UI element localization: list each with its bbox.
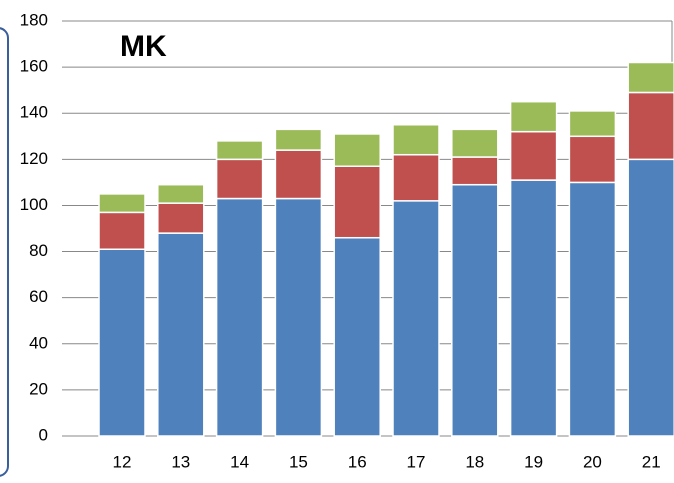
x-tick-label: 20 xyxy=(583,452,602,471)
bar-segment xyxy=(627,61,674,94)
bar-segment xyxy=(215,140,264,161)
bar-segment xyxy=(274,149,323,200)
bar-segment xyxy=(392,153,440,202)
y-tick-label: 160 xyxy=(20,57,48,76)
bar-segment xyxy=(451,156,499,186)
bar-segment xyxy=(98,211,146,251)
bar-segment xyxy=(392,124,440,156)
x-tick-label: 17 xyxy=(407,452,426,471)
bar-segment xyxy=(451,183,499,437)
bar-segment xyxy=(451,128,499,158)
x-tick-label: 21 xyxy=(642,452,661,471)
x-tick-label: 13 xyxy=(171,452,190,471)
bar-segment xyxy=(333,133,381,168)
y-tick-label: 20 xyxy=(29,379,48,398)
y-tick-label: 140 xyxy=(20,103,48,122)
bar-segment xyxy=(509,130,558,181)
x-tick-label: 16 xyxy=(348,452,367,471)
bar-segment xyxy=(215,197,264,437)
x-tick-label: 14 xyxy=(230,452,249,471)
bar-segment xyxy=(627,158,674,437)
bar-segment xyxy=(392,200,440,437)
chart-title: MK xyxy=(120,30,167,63)
y-tick-label: 100 xyxy=(20,195,48,214)
y-tick-label: 0 xyxy=(39,425,48,444)
x-tick-label: 19 xyxy=(524,452,543,471)
x-tick-label: 15 xyxy=(289,452,308,471)
bar-segment xyxy=(274,128,323,151)
bar-segment xyxy=(509,100,558,133)
bar-segment xyxy=(274,197,323,437)
y-tick-label: 180 xyxy=(20,10,48,29)
bar-segment xyxy=(568,110,617,138)
bar-segment xyxy=(157,202,205,234)
bar-segment xyxy=(509,179,558,437)
x-tick-label: 12 xyxy=(113,452,132,471)
bar-segment xyxy=(98,193,146,214)
bar-segment xyxy=(98,248,146,437)
frame xyxy=(0,27,9,477)
bar-segment xyxy=(333,236,381,437)
bar-segment xyxy=(333,165,381,239)
bar-segment xyxy=(568,135,617,184)
y-tick-label: 80 xyxy=(29,241,48,260)
bar-segment xyxy=(627,91,674,161)
y-tick-label: 40 xyxy=(29,333,48,352)
bar-segment xyxy=(157,232,205,437)
bar-segment xyxy=(157,183,205,204)
bar-segment xyxy=(568,181,617,437)
x-tick-label: 18 xyxy=(465,452,484,471)
bar-segment xyxy=(215,158,264,200)
y-tick-label: 60 xyxy=(29,287,48,306)
y-tick-label: 120 xyxy=(20,149,48,168)
